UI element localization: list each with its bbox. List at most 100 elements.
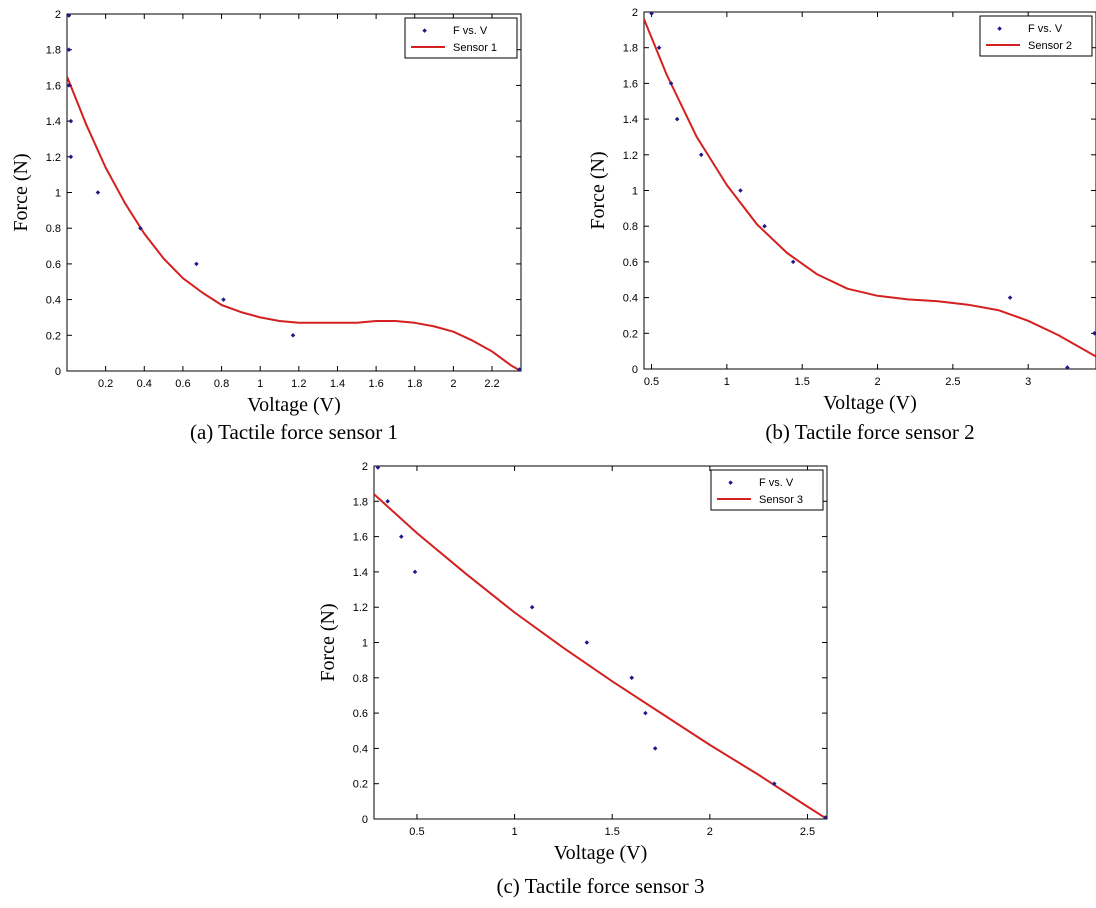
y-tick-label: 0.8 [623, 221, 638, 233]
y-tick-label: 0.2 [46, 330, 61, 342]
x-tick-label: 1.2 [291, 378, 306, 390]
data-point [643, 710, 648, 716]
fit-line [644, 18, 1096, 358]
y-tick-label: 1.4 [46, 116, 61, 128]
x-tick-label: 1.8 [407, 378, 422, 390]
y-tick-label: 0.8 [46, 223, 61, 235]
x-tick-label: 1.5 [605, 826, 620, 838]
y-tick-label: 0.4 [46, 295, 61, 307]
legend-box [404, 17, 518, 59]
plot-area-a [66, 13, 522, 372]
x-tick-label: 0.5 [644, 376, 659, 388]
x-tick-label: 2 [707, 826, 713, 838]
y-tick-label: 0.4 [353, 743, 368, 755]
legend-label-points: F vs. V [759, 477, 794, 489]
y-tick-label: 1 [362, 638, 368, 650]
data-point [412, 569, 418, 575]
y-tick-label: 1.6 [46, 80, 61, 92]
x-tick-label: 0.5 [409, 826, 424, 838]
x-tick-label: 2 [450, 378, 456, 390]
x-axis-label: Voltage (V) [247, 394, 341, 416]
y-tick-label: 1.2 [46, 152, 61, 164]
y-axis-label: Force (N) [317, 603, 339, 681]
y-tick-label: 0.8 [353, 673, 368, 685]
plot-area-c [373, 465, 828, 820]
data-point [1065, 365, 1070, 370]
data-point [652, 746, 658, 751]
legend-box [979, 15, 1093, 57]
data-point [221, 297, 226, 302]
y-tick-label: 0 [632, 364, 638, 376]
y-tick-label: 0.2 [353, 779, 368, 791]
legend-label-points: F vs. V [453, 25, 488, 37]
data-point [66, 83, 72, 88]
legend-label-fit: Sensor 2 [1028, 40, 1072, 52]
y-tick-label: 1.8 [353, 496, 368, 508]
x-axis-label: Voltage (V) [554, 842, 648, 864]
x-tick-label: 1.6 [368, 378, 383, 390]
x-tick-label: 1 [724, 376, 730, 388]
x-tick-label: 1.4 [330, 378, 345, 390]
x-tick-label: 0.2 [98, 378, 113, 390]
plot-area-b [643, 11, 1096, 370]
chart-caption-b: (b) Tactile force sensor 2 [765, 420, 975, 444]
y-tick-label: 0.4 [623, 293, 638, 305]
legend-label-fit: Sensor 3 [759, 494, 803, 506]
x-tick-label: 2.5 [945, 376, 960, 388]
y-tick-label: 1.2 [623, 150, 638, 162]
chart-svg-b: 0.5 1 1.5 2 2.5 3 0 0.2 0.4 0.6 0.8 1 1.2 1.4 1.6 1.8 2 V… [587, 7, 1096, 414]
data-point [375, 465, 381, 470]
y-tick-label: 0.6 [46, 259, 61, 271]
y-axis-label: Force (N) [587, 151, 609, 229]
y-tick-label: 1 [632, 186, 638, 198]
data-point [66, 13, 72, 18]
data-point [290, 333, 296, 338]
x-tick-label: 1.5 [795, 376, 810, 388]
fit-line [67, 76, 521, 371]
y-tick-label: 1.8 [623, 43, 638, 55]
data-point [790, 259, 796, 265]
x-tick-label: 2 [874, 376, 880, 388]
data-point [95, 190, 101, 195]
y-tick-label: 0.6 [353, 708, 368, 720]
y-tick-label: 1 [55, 188, 61, 200]
chart-caption-c: (c) Tactile force sensor 3 [496, 874, 705, 898]
x-tick-label: 0.8 [214, 378, 229, 390]
y-tick-label: 1.6 [353, 532, 368, 544]
y-tick-label: 1.6 [623, 78, 638, 90]
chart-panel-b: 0.5 1 1.5 2 2.5 3 0 0.2 0.4 0.6 0.8 1 1.2 1.4 1.6 1.8 2 V… [587, 7, 1096, 444]
data-point [823, 815, 828, 820]
legend-marker-points [728, 480, 733, 485]
y-tick-label: 2 [55, 9, 61, 21]
y-axis-label: Force (N) [10, 153, 32, 231]
y-tick-label: 0 [55, 366, 61, 378]
data-point [399, 534, 404, 539]
x-tick-label: 1 [257, 378, 263, 390]
data-point [385, 499, 390, 504]
y-tick-label: 0.2 [623, 328, 638, 340]
x-axis-label: Voltage (V) [823, 392, 917, 414]
y-tick-label: 1.4 [353, 567, 368, 579]
chart-caption-a: (a) Tactile force sensor 1 [189, 420, 399, 444]
y-tick-label: 0.6 [623, 257, 638, 269]
chart-svg-a: 0.2 0.4 0.6 0.8 1 1.2 1.4 1.6 1.8 2 2.2 0 0.2 0.4 0.6 0… [10, 9, 522, 416]
y-tick-label: 2 [362, 461, 368, 473]
x-tick-label: 1 [512, 826, 518, 838]
data-point [66, 47, 72, 52]
legend-box [710, 469, 824, 511]
data-point [68, 154, 74, 160]
x-tick-label: 0.6 [175, 378, 190, 390]
y-tick-label: 2 [632, 7, 638, 19]
y-tick-label: 1.2 [353, 602, 368, 614]
x-tick-label: 2.2 [484, 378, 499, 390]
y-tick-label: 1.8 [46, 45, 61, 57]
x-tick-label: 2.5 [800, 826, 815, 838]
legend-label-fit: Sensor 1 [453, 42, 497, 54]
x-tick-label: 0.4 [137, 378, 152, 390]
legend-label-points: F vs. V [1028, 23, 1063, 35]
y-tick-label: 0 [362, 814, 368, 826]
data-point [68, 118, 74, 124]
x-tick-label: 3 [1025, 376, 1031, 388]
